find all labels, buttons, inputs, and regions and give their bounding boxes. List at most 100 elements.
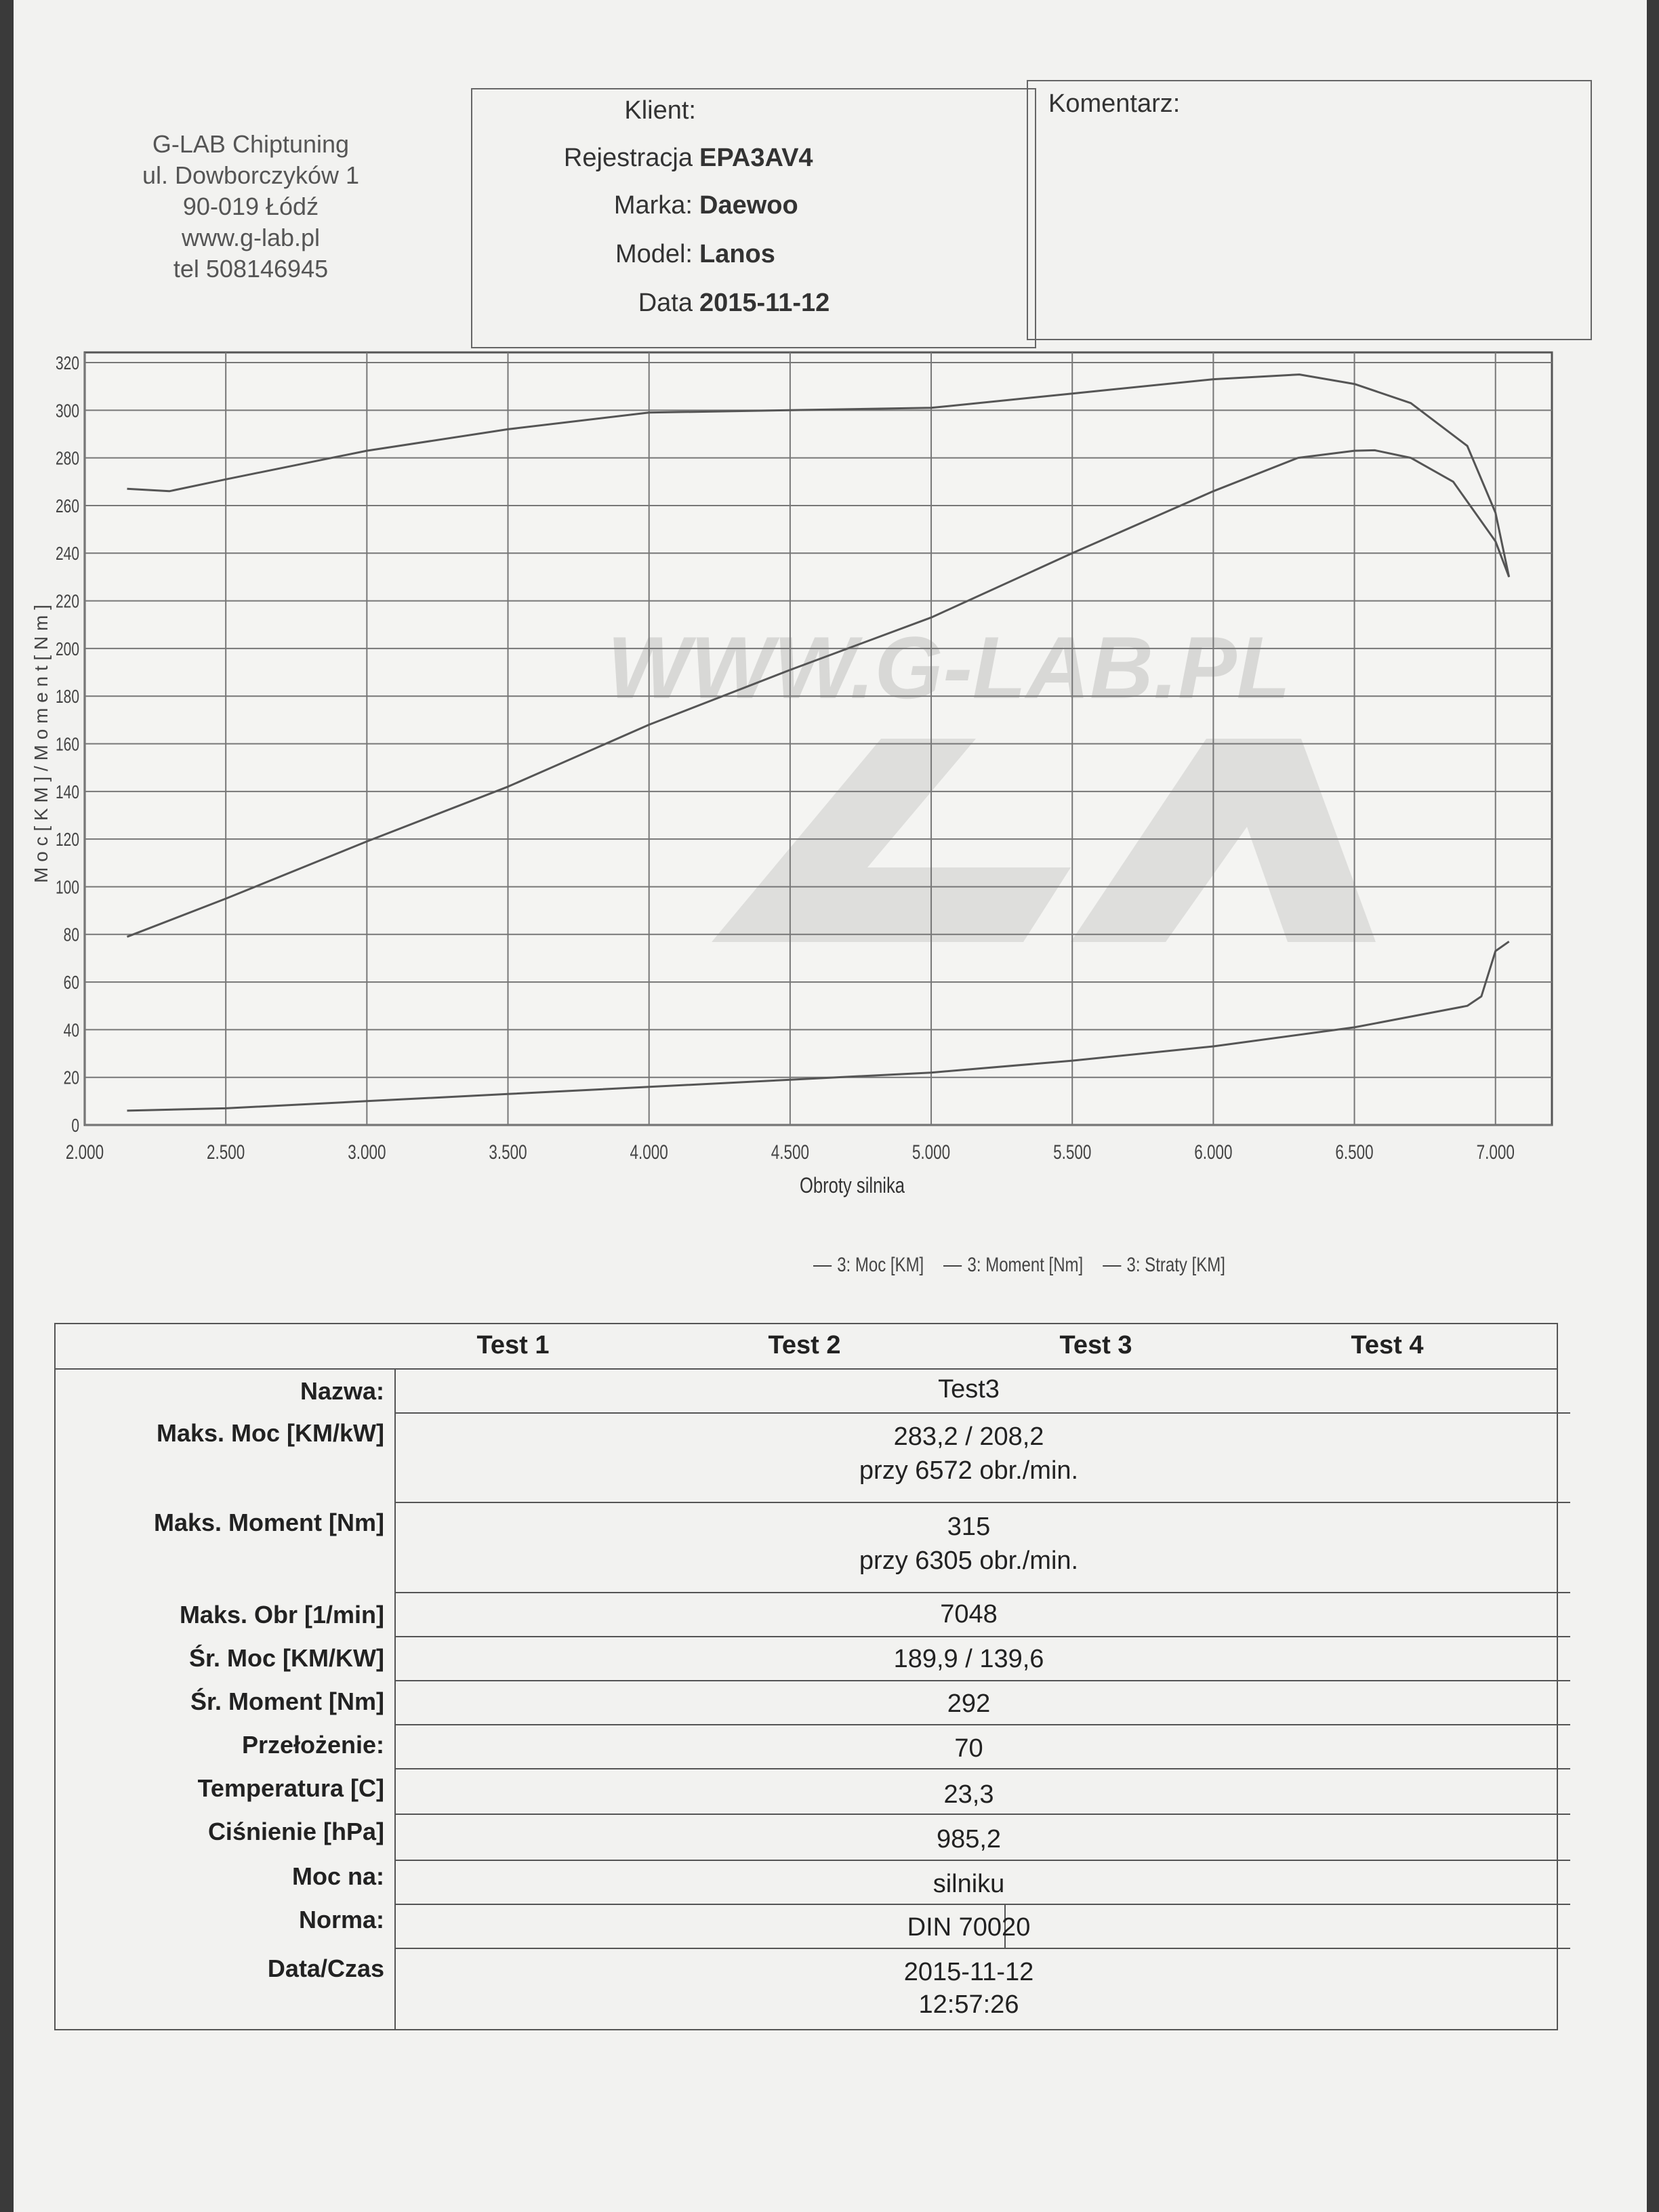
row-value-power-at: silniku — [933, 1870, 1005, 1898]
row-divider — [394, 1814, 1570, 1815]
x-tick-label: 2.000 — [66, 1141, 104, 1164]
row-label-temperature: Temperatura [C] — [197, 1774, 384, 1802]
results-table: Test 1 Test 2 Test 3 Test 4 Nazwa: Test3… — [54, 1323, 1570, 2030]
row-label-max-torque: Maks. Moment [Nm] — [153, 1509, 384, 1536]
row-divider — [394, 1768, 1570, 1769]
model-value: Lanos — [699, 240, 775, 268]
legend-swatch-power — [813, 1265, 832, 1267]
x-tick-label: 4.000 — [630, 1141, 668, 1164]
row-label-datetime: Data/Czas — [267, 1954, 384, 1982]
x-tick-label: 3.000 — [348, 1141, 386, 1164]
row-label-max-power: Maks. Moc [KM/kW] — [156, 1419, 384, 1447]
row-divider — [394, 1724, 1570, 1725]
x-tick-label: 5.500 — [1053, 1141, 1091, 1164]
y-axis-label: M o c [ K M ] / M o m e n t [ N m ] — [30, 605, 52, 883]
registration-label: Rejestracja — [563, 144, 693, 172]
watermark-text: WWW.G-LAB.PL — [607, 618, 1290, 717]
y-tick-label: 80 — [64, 925, 79, 946]
watermark-logo-shape — [1071, 739, 1376, 942]
row-value-max-rpm: 7048 — [940, 1600, 998, 1629]
row-value-time: 12:57:26 — [918, 1990, 1019, 2019]
row-label-standard: Norma: — [298, 1906, 384, 1933]
x-tick-label: 5.000 — [912, 1141, 950, 1164]
company-phone: tel 508146945 — [173, 255, 329, 283]
vehicle-info-box: Klient: Rejestracja EPA3AV4 Marka: Daewo… — [471, 88, 1036, 348]
row-divider — [394, 1636, 1570, 1637]
comment-box: Komentarz: — [1027, 80, 1592, 340]
row-label-power-at: Moc na: — [291, 1862, 384, 1890]
watermark-logo-shape — [712, 739, 1071, 942]
y-tick-label: 20 — [64, 1068, 79, 1089]
row-value-gear-ratio: 70 — [954, 1734, 983, 1763]
x-tick-label: 4.500 — [771, 1141, 809, 1164]
legend-swatch-losses — [1103, 1265, 1122, 1267]
row-value-max-power: 283,2 / 208,2 — [893, 1422, 1044, 1451]
row-value-avg-power: 189,9 / 139,6 — [893, 1645, 1044, 1673]
row-value-max-power-rpm: przy 6572 obr./min. — [859, 1456, 1079, 1485]
y-tick-label: 120 — [56, 830, 79, 851]
make-row: Marka: Daewoo — [472, 191, 1035, 232]
row-label-max-rpm: Maks. Obr [1/min] — [179, 1601, 384, 1629]
legend-item-power: 3: Moc [KM] — [813, 1254, 924, 1276]
y-tick-label: 140 — [56, 782, 79, 803]
row-label-name: Nazwa: — [300, 1377, 384, 1405]
row-divider — [394, 1904, 1570, 1905]
row-divider — [394, 1860, 1570, 1861]
y-tick-label: 240 — [56, 544, 79, 565]
registration-value: EPA3AV4 — [699, 144, 813, 172]
plot-area — [83, 351, 1553, 1126]
y-tick-label: 320 — [56, 353, 79, 374]
printout-sheet: G-LAB Chiptuning ul. Dowborczyków 1 90-0… — [14, 0, 1647, 2212]
x-tick-label: 3.500 — [489, 1141, 527, 1164]
model-row: Model: Lanos — [472, 240, 1035, 281]
row-divider — [394, 1948, 1570, 1949]
row-label-avg-power: Śr. Moc [KM/KW] — [189, 1644, 384, 1672]
row-divider — [394, 1502, 1570, 1503]
x-tick-label: 6.000 — [1194, 1141, 1232, 1164]
dyno-chart: WWW.G-LAB.PL 2.000 2.500 3.000 3.500 4.000 4.5… — [30, 351, 1553, 1198]
company-city: 90-019 Łódź — [182, 192, 319, 220]
test-header-1: Test 1 — [476, 1331, 550, 1359]
row-value-pressure: 985,2 — [936, 1825, 1002, 1853]
losses-curve — [127, 941, 1510, 1112]
date-label: Data — [638, 289, 693, 317]
test-header-2: Test 2 — [768, 1331, 841, 1359]
row-label-gear-ratio: Przełożenie: — [241, 1731, 384, 1759]
row-divider — [394, 1592, 1570, 1593]
company-street: ul. Dowborczyków 1 — [142, 161, 360, 189]
row-value-temperature: 23,3 — [943, 1780, 994, 1809]
comment-label: Komentarz: — [1048, 89, 1181, 118]
model-label: Model: — [615, 240, 693, 268]
make-value: Daewoo — [699, 191, 798, 220]
x-tick-label: 6.500 — [1335, 1141, 1373, 1164]
x-tick-label: 2.500 — [207, 1141, 245, 1164]
label-column-divider — [394, 1368, 396, 2029]
company-website: www.g-lab.pl — [181, 224, 321, 251]
y-tick-label: 60 — [64, 972, 79, 994]
torque-curve — [127, 373, 1511, 577]
legend-swatch-torque — [943, 1265, 962, 1267]
row-label-pressure: Ciśnienie [hPa] — [207, 1818, 384, 1845]
row-value-max-torque: 315 — [947, 1513, 991, 1541]
legend-label-losses: 3: Straty [KM] — [1126, 1254, 1225, 1276]
row-value-avg-torque: 292 — [947, 1689, 991, 1718]
y-tick-label: 40 — [64, 1021, 79, 1042]
chart-legend: 3: Moc [KM] 3: Moment [Nm] 3: Straty [KM… — [813, 1254, 1240, 1277]
row-value-max-torque-rpm: przy 6305 obr./min. — [859, 1547, 1079, 1575]
client-row: Klient: — [472, 96, 1035, 137]
test-header-4: Test 4 — [1351, 1331, 1424, 1359]
y-tick-label: 0 — [71, 1115, 79, 1136]
make-label: Marka: — [613, 191, 693, 220]
legend-item-losses: 3: Straty [KM] — [1103, 1254, 1225, 1276]
row-divider — [394, 1680, 1570, 1681]
row-value-standard: DIN 70020 — [907, 1913, 1031, 1942]
row-divider — [394, 1412, 1570, 1414]
row-value-name: Test3 — [938, 1375, 1000, 1404]
x-axis-label: Obroty silnika — [800, 1174, 905, 1197]
y-tick-label: 200 — [56, 639, 79, 660]
legend-item-torque: 3: Moment [Nm] — [943, 1254, 1083, 1276]
x-tick-label: 7.000 — [1477, 1141, 1515, 1164]
legend-label-power: 3: Moc [KM] — [837, 1254, 924, 1276]
client-label: Klient: — [624, 96, 696, 125]
y-tick-label: 280 — [56, 449, 79, 470]
